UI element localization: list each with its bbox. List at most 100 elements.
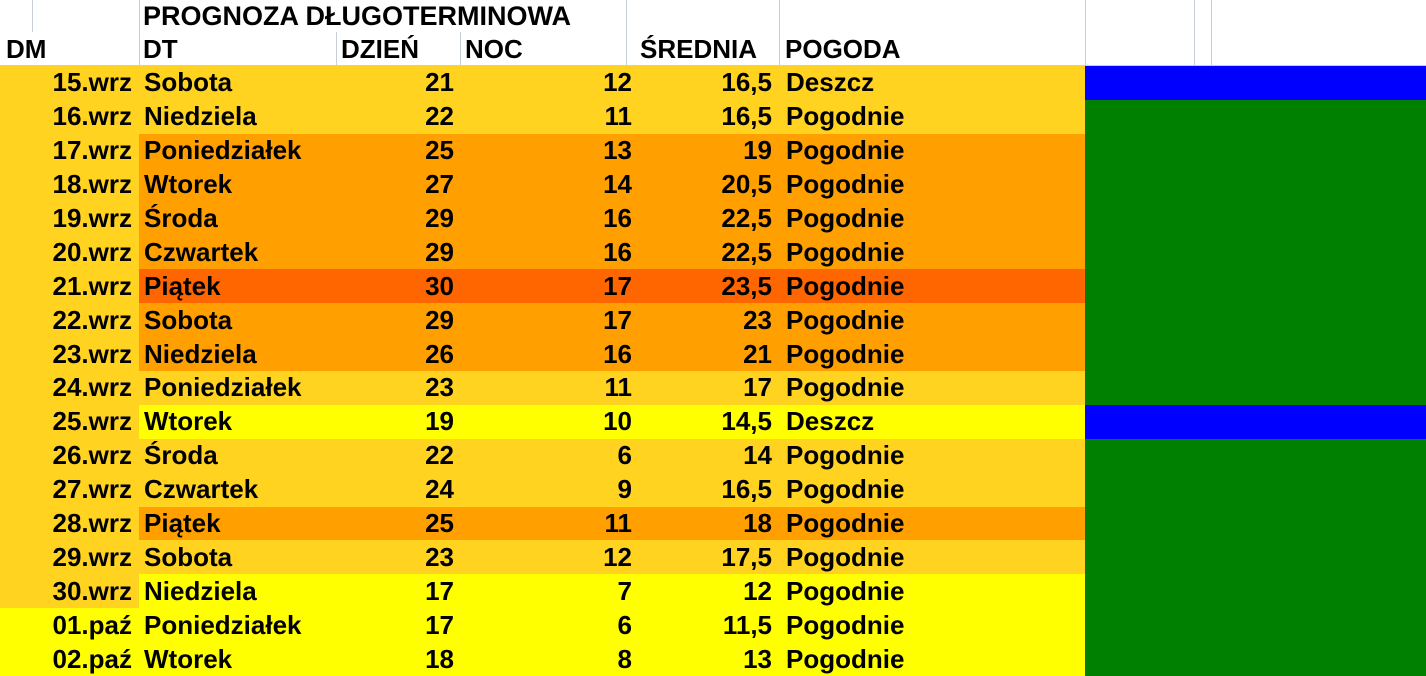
cell-date[interactable]: 28.wrz <box>0 506 139 541</box>
cell-date[interactable]: 15.wrz <box>0 66 139 100</box>
cell-date[interactable]: 17.wrz <box>0 133 139 168</box>
cell-day-name[interactable]: Poniedziałek <box>144 609 302 640</box>
cell-day-temperature[interactable]: 17 <box>425 575 454 606</box>
cell-weather-text[interactable]: Pogodnie <box>786 508 905 539</box>
cell-average-temperature[interactable]: 11,5 <box>722 609 772 640</box>
cell-average-temperature[interactable]: 16,5 <box>721 474 772 505</box>
cell-date[interactable]: 20.wrz <box>0 235 139 270</box>
cell-weather-text[interactable]: Pogodnie <box>786 270 905 301</box>
cell-date[interactable]: 01.paź <box>0 608 139 643</box>
cell-date[interactable]: 22.wrz <box>0 303 139 338</box>
cell-day-name[interactable]: Niedziela <box>144 575 257 606</box>
cell-day-name[interactable]: Piątek <box>144 270 221 301</box>
cell-night-temperature[interactable]: 12 <box>603 67 632 98</box>
cell-night-temperature[interactable]: 10 <box>603 406 632 437</box>
cell-day-temperature[interactable]: 30 <box>425 270 454 301</box>
column-header-dt[interactable]: DT <box>143 33 178 64</box>
cell-day-name[interactable]: Niedziela <box>144 338 257 369</box>
cell-date[interactable]: 27.wrz <box>0 472 139 507</box>
cell-weather-text[interactable]: Pogodnie <box>786 135 905 166</box>
cell-weather-text[interactable]: Pogodnie <box>786 541 905 572</box>
cell-day-name[interactable]: Poniedziałek <box>144 135 302 166</box>
cell-day-name[interactable]: Czwartek <box>144 236 259 267</box>
cell-day-name[interactable]: Wtorek <box>144 406 233 437</box>
cell-weather-text[interactable]: Pogodnie <box>786 372 905 403</box>
cell-day-temperature[interactable]: 29 <box>425 304 454 335</box>
cell-day-temperature[interactable]: 29 <box>425 203 454 233</box>
cell-date[interactable]: 02.paź <box>0 642 139 676</box>
cell-night-temperature[interactable]: 17 <box>603 270 632 301</box>
cell-night-temperature[interactable]: 11 <box>604 372 633 403</box>
cell-average-temperature[interactable]: 23,5 <box>721 270 772 301</box>
cell-weather-text[interactable]: Pogodnie <box>786 304 905 335</box>
cell-weather-text[interactable]: Pogodnie <box>786 169 905 200</box>
cell-night-temperature[interactable]: 14 <box>603 169 632 200</box>
cell-day-temperature[interactable]: 29 <box>425 236 454 267</box>
cell-day-name[interactable]: Sobota <box>144 67 233 98</box>
cell-average-temperature[interactable]: 21 <box>743 338 772 369</box>
cell-day-temperature[interactable]: 22 <box>425 101 454 132</box>
column-header-dm[interactable]: DM <box>6 33 47 64</box>
cell-day-name[interactable]: Środa <box>144 440 218 471</box>
cell-day-temperature[interactable]: 23 <box>425 541 454 572</box>
cell-night-temperature[interactable]: 6 <box>617 440 632 471</box>
cell-date[interactable]: 18.wrz <box>0 167 139 202</box>
cell-day-name[interactable]: Wtorek <box>144 643 233 674</box>
cell-average-temperature[interactable]: 22,5 <box>721 236 772 267</box>
cell-day-temperature[interactable]: 26 <box>425 338 454 369</box>
cell-average-temperature[interactable]: 16,5 <box>721 101 772 132</box>
cell-average-temperature[interactable]: 14,5 <box>721 406 772 437</box>
cell-date[interactable]: 16.wrz <box>0 99 139 134</box>
cell-day-name[interactable]: Niedziela <box>144 101 257 132</box>
cell-day-temperature[interactable]: 25 <box>425 508 454 539</box>
cell-date[interactable]: 19.wrz <box>0 201 139 236</box>
cell-average-temperature[interactable]: 17,5 <box>721 541 772 572</box>
cell-day-name[interactable]: Sobota <box>144 304 233 335</box>
cell-day-temperature[interactable]: 27 <box>425 169 454 200</box>
cell-weather-text[interactable]: Pogodnie <box>786 609 905 640</box>
cell-day-temperature[interactable]: 23 <box>425 372 454 403</box>
cell-weather-text[interactable]: Deszcz <box>786 406 875 437</box>
cell-average-temperature[interactable]: 13 <box>743 643 772 674</box>
cell-day-temperature[interactable]: 18 <box>425 643 454 674</box>
cell-day-name[interactable]: Poniedziałek <box>144 372 302 403</box>
cell-day-name[interactable]: Czwartek <box>144 474 259 505</box>
cell-night-temperature[interactable]: 11 <box>604 101 633 132</box>
cell-weather-text[interactable]: Pogodnie <box>786 575 905 606</box>
column-header-srednia[interactable]: ŚREDNIA <box>640 33 758 64</box>
cell-night-temperature[interactable]: 9 <box>617 474 632 505</box>
cell-average-temperature[interactable]: 12 <box>743 575 772 606</box>
cell-weather-text[interactable]: Pogodnie <box>786 203 905 233</box>
cell-night-temperature[interactable]: 16 <box>603 338 632 369</box>
cell-night-temperature[interactable]: 16 <box>603 203 632 233</box>
cell-night-temperature[interactable]: 16 <box>603 236 632 267</box>
cell-average-temperature[interactable]: 17 <box>743 372 772 403</box>
cell-day-temperature[interactable]: 19 <box>425 406 454 437</box>
cell-date[interactable]: 30.wrz <box>0 574 139 609</box>
cell-average-temperature[interactable]: 20,5 <box>721 169 772 200</box>
cell-day-name[interactable]: Środa <box>144 203 218 233</box>
cell-night-temperature[interactable]: 6 <box>617 609 632 640</box>
cell-date[interactable]: 23.wrz <box>0 337 139 372</box>
cell-weather-text[interactable]: Pogodnie <box>786 338 905 369</box>
column-header-dzien[interactable]: DZIEŃ <box>341 33 419 64</box>
cell-weather-text[interactable]: Pogodnie <box>786 236 905 267</box>
cell-weather-text[interactable]: Pogodnie <box>786 440 905 471</box>
cell-weather-text[interactable]: Deszcz <box>786 67 875 98</box>
cell-date[interactable]: 29.wrz <box>0 540 139 575</box>
cell-night-temperature[interactable]: 13 <box>603 135 632 166</box>
cell-day-temperature[interactable]: 17 <box>425 609 454 640</box>
cell-date[interactable]: 26.wrz <box>0 438 139 473</box>
cell-night-temperature[interactable]: 7 <box>617 575 632 606</box>
cell-average-temperature[interactable]: 16,5 <box>721 67 772 98</box>
cell-average-temperature[interactable]: 22,5 <box>721 203 772 233</box>
cell-night-temperature[interactable]: 11 <box>604 508 633 539</box>
cell-day-temperature[interactable]: 22 <box>425 440 454 471</box>
cell-date[interactable]: 24.wrz <box>0 371 139 405</box>
cell-average-temperature[interactable]: 14 <box>743 440 772 471</box>
cell-night-temperature[interactable]: 17 <box>603 304 632 335</box>
cell-day-temperature[interactable]: 24 <box>425 474 454 505</box>
cell-night-temperature[interactable]: 8 <box>617 643 632 674</box>
cell-weather-text[interactable]: Pogodnie <box>786 101 905 132</box>
cell-average-temperature[interactable]: 23 <box>743 304 772 335</box>
